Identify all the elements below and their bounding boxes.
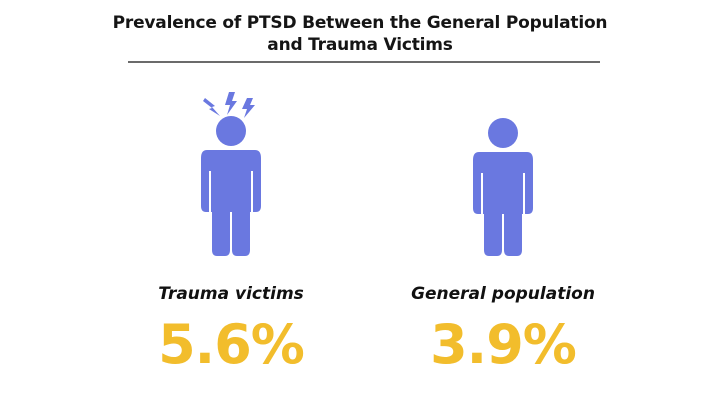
general-population-label: General population: [411, 284, 595, 304]
general-population-value: 3.9%: [430, 313, 577, 376]
trauma-victims-value: 5.6%: [158, 313, 305, 376]
trauma-victims-label: Trauma victims: [158, 284, 304, 304]
title-line-1: Prevalence of PTSD Between the General P…: [112, 13, 608, 33]
infographic-title: Prevalence of PTSD Between the General P…: [0, 12, 720, 56]
person-icon: [473, 118, 533, 256]
person-with-lightning-icon: [201, 92, 261, 256]
title-line-2: and Trauma Victims: [267, 35, 453, 55]
title-divider: [128, 61, 600, 63]
